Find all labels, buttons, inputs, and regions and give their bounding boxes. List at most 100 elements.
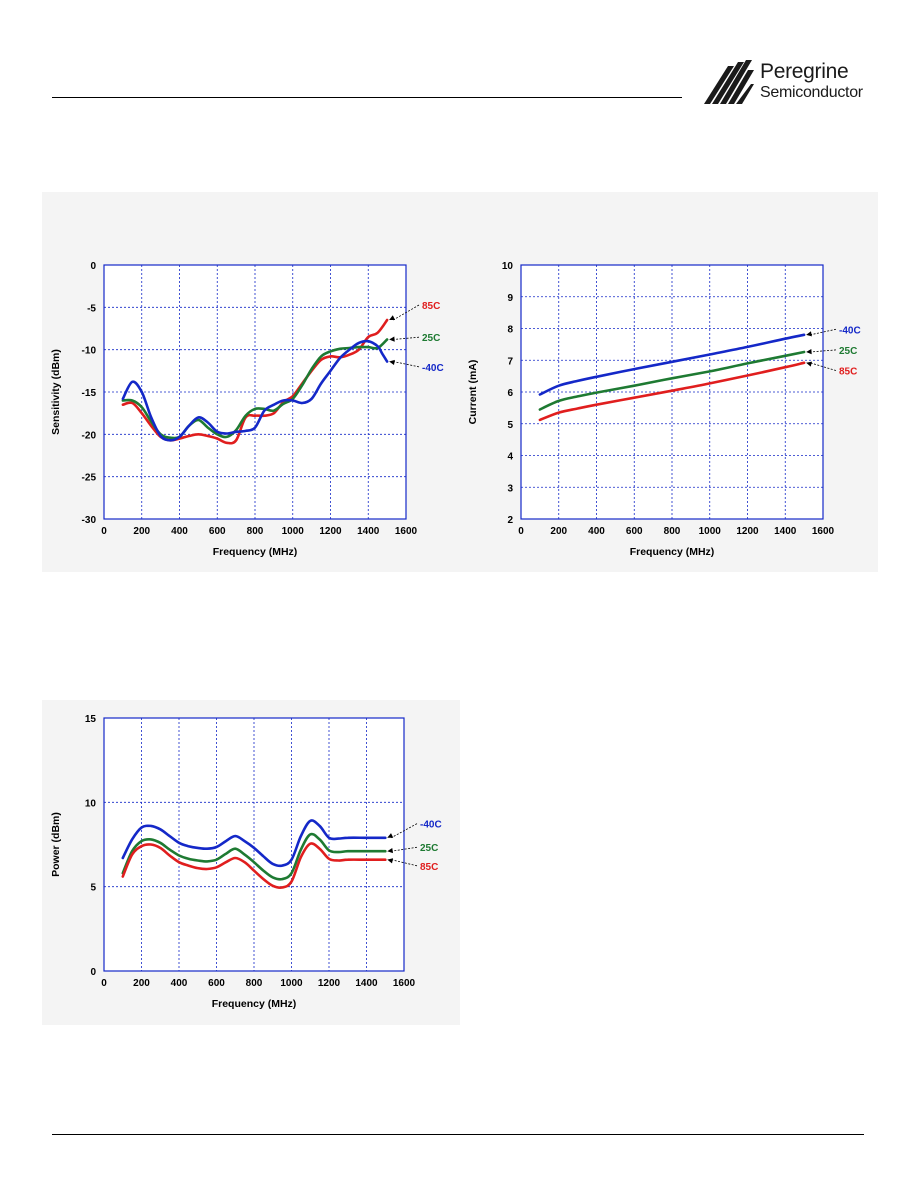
- label-arrowhead-25C: [806, 349, 812, 355]
- peregrine-stripes-icon: [704, 60, 754, 104]
- logo-subtitle: Semiconductor: [760, 84, 863, 101]
- series-label-25C: 25C: [420, 843, 438, 854]
- y-tick-label: 8: [507, 325, 513, 336]
- sensitivity-chart: 0 200 400 600 800 1000 1200 1400 1600 0 -5 -10 -15 -2…: [50, 261, 444, 558]
- series-line-85C: [538, 361, 806, 422]
- y-axis-label: Sensitivity (dBm): [50, 349, 62, 435]
- label-arrowhead--40C: [806, 331, 812, 337]
- plot-area: [104, 265, 406, 519]
- x-tick-label: 1600: [395, 526, 418, 537]
- x-tick-label: 1400: [357, 526, 380, 537]
- series-line-25C: [121, 338, 389, 440]
- footer-rule: [52, 1134, 864, 1135]
- y-tick-label: -25: [82, 473, 97, 484]
- chart-panel-current: 0 200 400 600 800 1000 1200 1400 1600 2 3 4 5 6 7 8 9 10 F…: [460, 192, 878, 572]
- y-tick-label: -10: [82, 346, 97, 357]
- label-arrowhead-85C: [389, 315, 396, 321]
- x-tick-label: 1200: [736, 526, 759, 537]
- series-line--40C: [121, 819, 387, 868]
- label-leader--40C: [391, 823, 418, 839]
- y-axis-label: Current (mA): [467, 360, 479, 425]
- company-logo: Peregrine Semiconductor: [704, 56, 874, 108]
- y-tick-label: 6: [507, 388, 513, 399]
- y-tick-label: -5: [87, 303, 96, 314]
- label-leader-85C: [392, 304, 420, 321]
- series-label-25C: 25C: [839, 346, 857, 357]
- y-tick-label: 0: [90, 261, 96, 272]
- x-tick-label: 1400: [774, 526, 797, 537]
- label-arrowhead-25C: [389, 336, 395, 342]
- plot-frame: [520, 264, 824, 520]
- y-tick-label: -20: [82, 430, 97, 441]
- series-label-25C: 25C: [422, 333, 440, 344]
- series-label--40C: -40C: [420, 820, 442, 831]
- label-leader--40C: [810, 328, 837, 336]
- y-tick-label: 10: [502, 261, 514, 272]
- series-label-85C: 85C: [420, 862, 438, 873]
- label-arrowhead-85C: [806, 361, 813, 367]
- y-tick-label: 9: [507, 293, 513, 304]
- x-tick-label: 200: [133, 526, 150, 537]
- x-tick-label: 0: [101, 978, 107, 989]
- x-tick-label: 400: [171, 526, 188, 537]
- x-axis-label: Frequency (MHz): [213, 546, 298, 558]
- x-tick-label: 1000: [699, 526, 722, 537]
- x-tick-label: 600: [209, 526, 226, 537]
- series-line--40C: [538, 333, 806, 396]
- grid-lines: [104, 718, 404, 971]
- label-arrowhead--40C: [387, 833, 394, 838]
- x-tick-label: 1000: [280, 978, 303, 989]
- power-chart: 0 200 400 600 800 1000 1200 1400 1600 0 5 10 15 Frequ…: [50, 714, 442, 1010]
- plot-frame: [103, 717, 405, 972]
- label-leader-85C: [810, 362, 837, 371]
- x-tick-label: 200: [133, 978, 150, 989]
- series-label--40C: -40C: [839, 325, 861, 336]
- x-tick-label: 400: [588, 526, 605, 537]
- x-tick-label: 600: [208, 978, 225, 989]
- series-line--40C: [121, 339, 389, 442]
- y-tick-label: 0: [90, 967, 96, 978]
- x-tick-label: 800: [246, 978, 263, 989]
- label-leader--40C: [393, 361, 420, 368]
- x-tick-label: 800: [664, 526, 681, 537]
- header-rule: [52, 97, 682, 98]
- y-tick-label: -15: [82, 388, 97, 399]
- x-tick-label: 800: [247, 526, 264, 537]
- x-tick-label: 1200: [318, 978, 341, 989]
- x-tick-label: 400: [171, 978, 188, 989]
- x-tick-label: 200: [550, 526, 567, 537]
- x-axis-label: Frequency (MHz): [212, 998, 297, 1010]
- label-arrowhead-85C: [387, 858, 394, 864]
- x-tick-label: 1000: [282, 526, 305, 537]
- y-tick-label: 10: [85, 798, 97, 809]
- label-leader-85C: [391, 859, 418, 867]
- x-tick-label: 0: [518, 526, 524, 537]
- label-leader-25C: [810, 349, 837, 353]
- series-line-25C: [121, 832, 387, 881]
- y-tick-label: 15: [85, 714, 97, 725]
- chart-panel-power: 0 200 400 600 800 1000 1200 1400 1600 0 5 10 15 Frequ…: [42, 700, 460, 1025]
- x-tick-label: 1600: [812, 526, 835, 537]
- chart-panel-sensitivity: 0 200 400 600 800 1000 1200 1400 1600 0 -5 -10 -15 -2…: [42, 192, 460, 572]
- x-tick-label: 1600: [393, 978, 416, 989]
- logo-name: Peregrine: [760, 60, 849, 83]
- y-tick-label: 5: [90, 883, 96, 894]
- y-tick-label: 2: [507, 515, 513, 526]
- series-label--40C: -40C: [422, 363, 444, 374]
- label-leader-25C: [393, 336, 420, 340]
- y-tick-label: 7: [507, 356, 513, 367]
- y-axis-label: Power (dBm): [50, 812, 62, 877]
- series-line-25C: [538, 350, 806, 411]
- y-tick-label: -30: [82, 515, 97, 526]
- y-tick-label: 3: [507, 483, 513, 494]
- y-tick-label: 4: [507, 452, 513, 463]
- series-label-85C: 85C: [839, 367, 857, 378]
- label-arrowhead-25C: [387, 847, 393, 854]
- series-line-85C: [121, 842, 387, 890]
- x-axis-label: Frequency (MHz): [630, 546, 715, 558]
- current-chart: 0 200 400 600 800 1000 1200 1400 1600 2 3 4 5 6 7 8 9 10 F…: [467, 261, 861, 558]
- x-tick-label: 0: [101, 526, 107, 537]
- label-arrowhead--40C: [389, 359, 395, 366]
- y-tick-label: 5: [507, 420, 513, 431]
- label-leader-25C: [391, 846, 418, 852]
